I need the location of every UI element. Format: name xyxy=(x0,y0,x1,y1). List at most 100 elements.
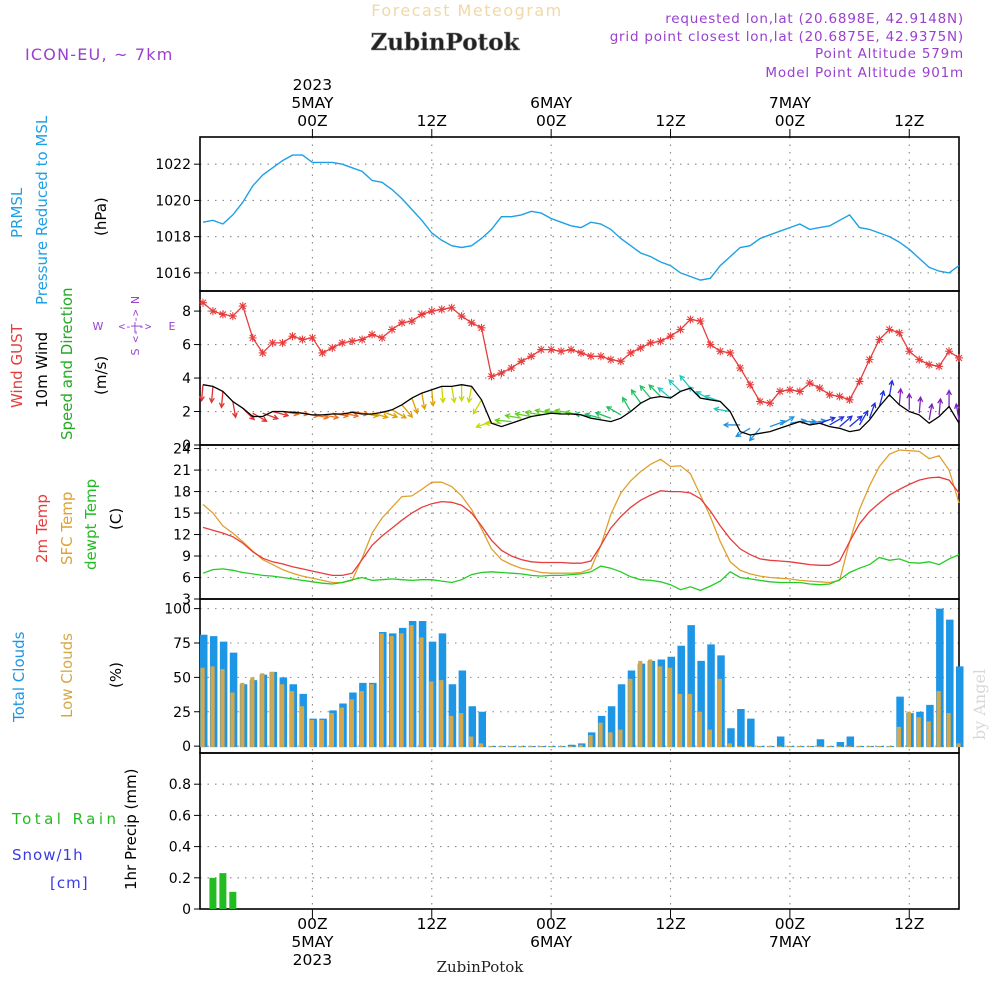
wind-arrow xyxy=(630,388,642,404)
pressure-labels: PRMSL Pressure Reduced to MSL (hPa) xyxy=(8,115,110,305)
prmsl-label: PRMSL xyxy=(8,187,26,238)
wind-arrow-shaft xyxy=(878,390,885,407)
wind-arrow-head xyxy=(534,408,541,415)
wind-gust-marker xyxy=(477,323,486,332)
wind-gust-marker xyxy=(905,347,914,356)
wind-arrow xyxy=(849,415,863,428)
wind-arrow xyxy=(401,404,414,419)
time-label-bottom: 7MAY xyxy=(769,933,812,951)
wind-arrow-head xyxy=(639,384,646,391)
low-cloud-bar xyxy=(668,667,673,748)
low-cloud-bar xyxy=(817,746,822,748)
time-label-bottom: 6MAY xyxy=(530,933,573,951)
wind-gust-marker xyxy=(198,298,207,307)
wind-arrow xyxy=(917,395,924,414)
y-tick-label: 21 xyxy=(173,463,191,479)
low-cloud-bar xyxy=(230,692,235,748)
low-cloud-bar xyxy=(717,678,722,748)
wind-arrow-shaft xyxy=(657,387,671,399)
wind-arrow-shaft xyxy=(505,414,522,419)
y-tick-label: 50 xyxy=(173,670,191,686)
wind-arrow xyxy=(458,384,465,403)
wind-gust-marker xyxy=(527,352,536,361)
time-label-bottom: 00Z xyxy=(297,915,327,933)
total-cloud-bar xyxy=(816,739,825,748)
low-cloud-bar xyxy=(857,746,862,748)
y-tick-label: 0.2 xyxy=(169,871,191,887)
low-cloud-bar xyxy=(488,746,494,748)
wind-arrow-head xyxy=(788,416,795,422)
wind-arrow-head xyxy=(946,389,953,396)
wind-arrow xyxy=(954,402,960,421)
low-cloud-bar xyxy=(837,746,842,748)
low-cloud-bar xyxy=(847,746,852,748)
wind-arrow-shaft xyxy=(525,411,542,416)
wind-arrow-head xyxy=(420,403,427,411)
wind-arrow-shaft xyxy=(232,401,237,418)
precip-labels: Total Rain Snow/1h [cm] 1hr Precip (mm) xyxy=(11,769,140,892)
y-tick-label: 1016 xyxy=(155,266,191,282)
wind-gust-marker xyxy=(358,335,367,344)
wind-arrow xyxy=(218,391,225,409)
wind-gust-marker xyxy=(417,310,426,319)
wind-gust-marker xyxy=(656,337,665,346)
wind-arrow-shaft xyxy=(769,420,786,428)
wind-arrow xyxy=(494,417,512,424)
wind-arrow xyxy=(657,386,671,399)
top-title: Forecast Meteogram xyxy=(371,1,562,20)
wind-gust-marker xyxy=(497,369,506,378)
pressure-panel: 1016 1018 1020 1022 xyxy=(155,136,960,292)
wind-arrow-head xyxy=(429,400,436,408)
y-tick-label: 2 xyxy=(182,405,191,421)
wind-arrow-head xyxy=(846,415,853,422)
total-cloud-bar xyxy=(737,709,745,748)
wind-gust-marker xyxy=(427,307,436,316)
panel-frame xyxy=(199,752,960,910)
y-tick-label: 9 xyxy=(182,549,191,565)
closest-coords: grid point closest lon,lat (20.6875E, 42… xyxy=(610,29,964,45)
wind-arrow-shaft xyxy=(928,404,933,421)
wind-arrow xyxy=(888,379,895,397)
low-cloud-bar xyxy=(697,711,703,748)
total-cloud-bar xyxy=(448,684,457,748)
time-label-bottom: 12Z xyxy=(417,915,447,933)
wind-arrow-head xyxy=(829,416,837,422)
temp-dewpt-line xyxy=(202,554,960,592)
wind-arrow-head xyxy=(450,397,457,404)
wind-arrow-head xyxy=(261,416,268,422)
wind-arrow xyxy=(391,409,408,419)
low-cloud-bar xyxy=(638,660,643,748)
wind-arrow xyxy=(584,412,602,419)
wind-arrow xyxy=(639,384,652,399)
wind-arrow-head xyxy=(897,387,904,394)
wind-gust-marker xyxy=(487,372,496,381)
low-cloud-bar xyxy=(727,743,732,748)
wind-arrow-shaft xyxy=(401,404,413,418)
wind-gust-marker xyxy=(845,395,854,404)
total-cloud-bar xyxy=(946,619,954,748)
low-cloud-bar xyxy=(687,693,693,748)
wind-arrow-shaft xyxy=(468,386,473,403)
low-cloud-bar xyxy=(618,729,623,748)
wind-gust-marker xyxy=(865,355,874,364)
low-cloud-bar xyxy=(220,669,225,748)
precip-bar xyxy=(219,873,227,909)
snow-unit-label: [cm] xyxy=(50,874,89,892)
wind-gust-marker xyxy=(318,348,327,357)
time-label-top: 2023 xyxy=(293,76,332,94)
wind-gust-marker xyxy=(517,357,526,366)
wind-arrow xyxy=(937,397,944,415)
wind-arrow-head xyxy=(484,420,491,427)
wind-gust-marker xyxy=(785,385,794,394)
y-tick-label: 0.6 xyxy=(169,808,191,824)
wind-arrow-shaft xyxy=(262,412,278,420)
wind-arrow xyxy=(252,412,268,422)
low-cloud-bar xyxy=(399,633,404,748)
wind-gust-marker xyxy=(626,348,635,357)
compass-s: S xyxy=(129,348,142,355)
point-altitude: Point Altitude 579m xyxy=(815,46,964,62)
low-cloud-bar xyxy=(956,743,961,748)
